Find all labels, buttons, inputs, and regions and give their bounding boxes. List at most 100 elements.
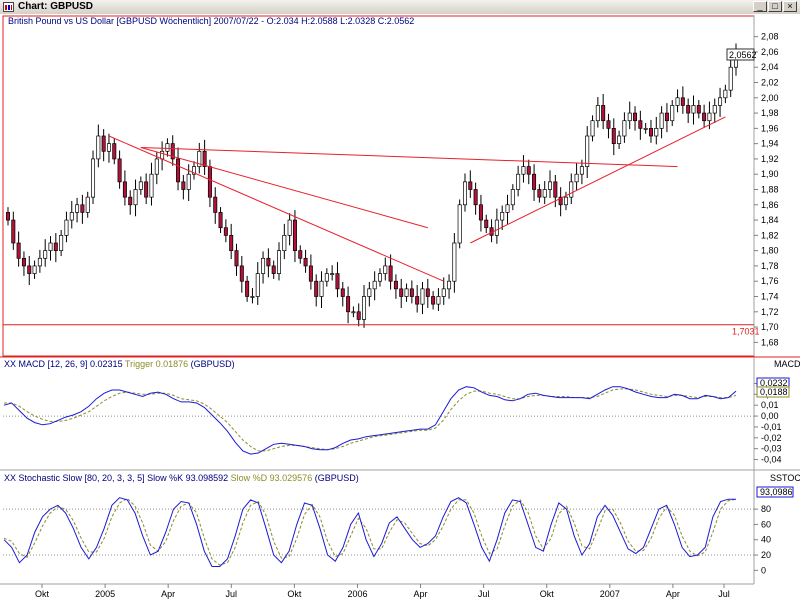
candle-up bbox=[457, 204, 462, 244]
x-tick-label: Jul bbox=[718, 589, 730, 599]
candle-down bbox=[11, 219, 16, 244]
trendline[interactable] bbox=[470, 116, 726, 244]
candle-down bbox=[356, 311, 361, 320]
trendline[interactable] bbox=[140, 146, 678, 168]
candle-up bbox=[59, 235, 64, 251]
candle-up bbox=[542, 189, 547, 198]
candle-down bbox=[314, 280, 319, 297]
candle-up bbox=[723, 89, 728, 99]
x-tick-label: Jul bbox=[478, 589, 490, 599]
x-tick-label: Apr bbox=[161, 589, 175, 599]
candle-up bbox=[377, 273, 382, 282]
candle-up bbox=[579, 166, 584, 175]
chart-background bbox=[0, 14, 800, 600]
candle-down bbox=[611, 128, 616, 144]
maximize-button[interactable]: □ bbox=[768, 1, 782, 12]
macd-y-tick-label: -0,04 bbox=[761, 455, 782, 465]
candle-up bbox=[494, 219, 499, 236]
candle-up bbox=[643, 128, 648, 130]
candle-down bbox=[553, 181, 558, 198]
candle-down bbox=[537, 189, 542, 198]
candle-down bbox=[409, 288, 414, 297]
candle-down bbox=[415, 296, 420, 305]
stochastic-k-line bbox=[3, 497, 736, 567]
x-tick-label: 2006 bbox=[347, 589, 367, 599]
stochastic-y-tick-label: 60 bbox=[761, 519, 771, 529]
candle-down bbox=[526, 166, 531, 175]
candle-up bbox=[330, 273, 335, 275]
candle-up bbox=[574, 173, 579, 183]
candle-down bbox=[213, 196, 218, 213]
x-ticks: Okt 2005 Apr Jul Okt 2006 Apr Jul Okt 2007 Apr Jul bbox=[35, 584, 730, 599]
macd-trigger-line bbox=[4, 388, 737, 452]
candle-up bbox=[404, 288, 409, 297]
candle-down bbox=[80, 204, 85, 213]
candle-up bbox=[654, 128, 659, 137]
candle-up bbox=[324, 273, 329, 282]
price-gridlines bbox=[754, 36, 758, 343]
candle-down bbox=[218, 212, 223, 229]
macd-panel: XX MACD [12, 26, 9] 0.02315 Trigger 0.01… bbox=[0, 356, 800, 470]
candle-down bbox=[266, 257, 271, 267]
candle-up bbox=[43, 250, 48, 259]
candle-down bbox=[702, 112, 707, 122]
candle-down bbox=[308, 265, 313, 282]
macd-trigger-box bbox=[756, 386, 790, 398]
candle-up bbox=[500, 212, 505, 221]
candle-up bbox=[383, 265, 388, 274]
candle-up bbox=[691, 105, 696, 114]
price-y-tick-label: 1,86 bbox=[761, 200, 779, 210]
trendlines bbox=[108, 116, 726, 282]
candle-up bbox=[617, 135, 622, 144]
candle-up bbox=[718, 97, 723, 106]
candle-down bbox=[633, 112, 638, 122]
candle-up bbox=[585, 135, 590, 167]
candle-down bbox=[431, 296, 436, 305]
price-y-tick-label: 1,72 bbox=[761, 307, 779, 317]
candle-down bbox=[21, 257, 26, 267]
candle-up bbox=[595, 105, 600, 122]
price-y-tick-label: 1,94 bbox=[761, 139, 779, 149]
candle-up bbox=[462, 181, 467, 206]
price-y-tick-label: 1,90 bbox=[761, 169, 779, 179]
candle-down bbox=[223, 227, 228, 236]
candles bbox=[6, 43, 738, 328]
macd-y-tick-label: 0,00 bbox=[761, 411, 779, 421]
candle-down bbox=[27, 265, 32, 274]
trendline[interactable] bbox=[108, 135, 444, 282]
candle-down bbox=[303, 257, 308, 267]
candle-up bbox=[287, 219, 292, 236]
candle-up bbox=[505, 204, 510, 213]
macd-y-tick-label: 0,01 bbox=[761, 400, 779, 410]
stochastic-y-tick-label: 0 bbox=[761, 565, 766, 575]
candle-up bbox=[510, 189, 515, 206]
candle-down bbox=[606, 120, 611, 129]
last-value-box bbox=[726, 48, 755, 61]
candle-up bbox=[149, 173, 154, 198]
candle-up bbox=[548, 181, 553, 190]
minimize-button[interactable]: _ bbox=[753, 1, 767, 12]
candle-down bbox=[176, 158, 181, 183]
price-y-tick-label: 1,82 bbox=[761, 230, 779, 240]
candle-up bbox=[160, 150, 165, 160]
candle-up bbox=[563, 196, 568, 206]
x-tick-label: Okt bbox=[540, 589, 555, 599]
trendline[interactable] bbox=[140, 146, 428, 229]
candle-up bbox=[75, 204, 80, 213]
price-y-tick-label: 1,80 bbox=[761, 246, 779, 256]
stochastic-y-ticks: 80 60 40 20 0 bbox=[761, 504, 771, 575]
candle-up bbox=[367, 288, 372, 297]
price-y-tick-label: 1,96 bbox=[761, 123, 779, 133]
x-tick-label: Jul bbox=[226, 589, 238, 599]
candle-up bbox=[675, 97, 680, 106]
candle-down bbox=[393, 280, 398, 290]
close-button[interactable]: × bbox=[783, 1, 797, 12]
candle-down bbox=[346, 296, 351, 313]
candle-up bbox=[590, 120, 595, 137]
candle-down bbox=[648, 128, 653, 137]
candle-up bbox=[91, 158, 96, 198]
candle-down bbox=[112, 143, 117, 160]
candle-up bbox=[255, 273, 260, 297]
candle-up bbox=[447, 280, 452, 290]
